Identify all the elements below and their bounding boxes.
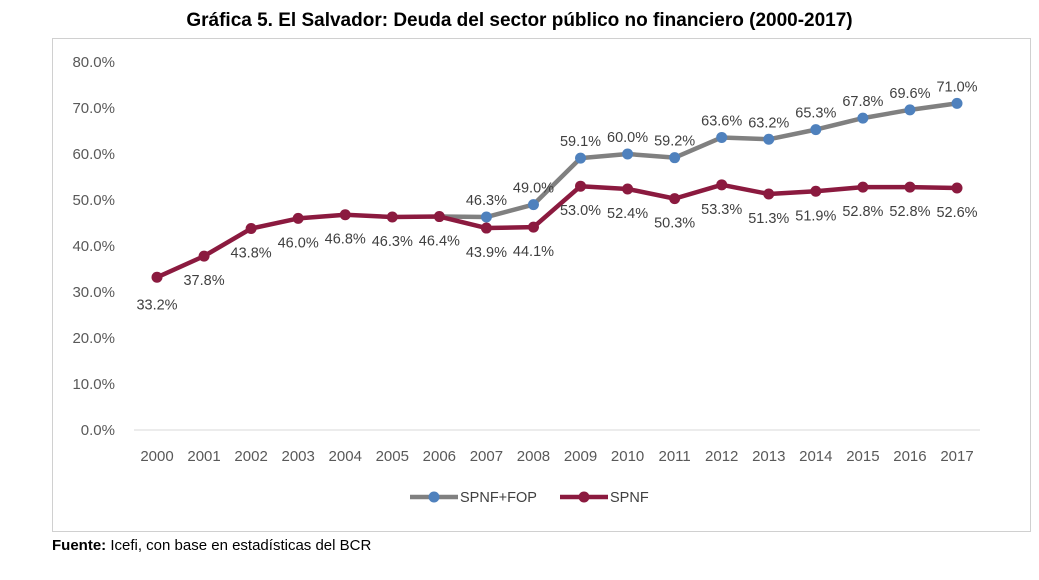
- data-label: 46.3%: [466, 193, 507, 209]
- data-point: [857, 112, 869, 124]
- data-label: 53.3%: [701, 202, 742, 218]
- x-tick-label: 2009: [564, 448, 597, 465]
- x-tick-label: 2006: [423, 448, 456, 465]
- x-tick-label: 2010: [611, 448, 644, 465]
- x-tick-label: 2017: [940, 448, 973, 465]
- data-point: [386, 211, 398, 223]
- data-label: 71.0%: [936, 79, 977, 95]
- y-tick-label: 20.0%: [72, 330, 115, 347]
- x-tick-label: 2000: [140, 448, 173, 465]
- y-tick-label: 10.0%: [72, 376, 115, 393]
- data-label: 49.0%: [513, 181, 554, 197]
- data-point: [622, 148, 634, 160]
- chart-frame: [52, 38, 1031, 532]
- data-point: [716, 179, 728, 191]
- series-line-SPNF: [156, 182, 958, 280]
- data-label: 44.1%: [513, 244, 554, 260]
- data-point: [575, 152, 587, 164]
- data-point: [433, 211, 445, 223]
- data-label: 37.8%: [183, 273, 224, 289]
- y-tick-label: 0.0%: [81, 422, 115, 439]
- x-tick-label: 2004: [329, 448, 362, 465]
- data-label: 67.8%: [842, 94, 883, 110]
- source-note: Fuente: Icefi, con base en estadísticas …: [52, 537, 371, 554]
- data-label: 69.6%: [889, 86, 930, 102]
- data-label: 65.3%: [795, 106, 836, 122]
- data-point: [527, 221, 539, 233]
- data-point: [669, 193, 681, 205]
- data-label: 52.6%: [936, 205, 977, 221]
- data-label: 51.9%: [795, 208, 836, 224]
- data-label: 50.3%: [654, 216, 695, 232]
- data-label: 43.9%: [466, 245, 507, 261]
- x-tick-label: 2003: [281, 448, 314, 465]
- x-tick-label: 2007: [470, 448, 503, 465]
- legend-label: SPNF+FOP: [460, 490, 537, 506]
- data-label: 43.8%: [231, 246, 272, 262]
- data-label: 52.8%: [842, 204, 883, 220]
- y-tick-label: 80.0%: [72, 54, 115, 71]
- data-point: [810, 185, 822, 197]
- legend-marker: [428, 491, 440, 503]
- data-label: 46.3%: [372, 234, 413, 250]
- data-label: 33.2%: [136, 297, 177, 313]
- data-point: [480, 222, 492, 234]
- x-tick-label: 2002: [234, 448, 267, 465]
- data-label: 53.0%: [560, 203, 601, 219]
- x-tick-label: 2012: [705, 448, 738, 465]
- data-point: [904, 104, 916, 116]
- data-point: [575, 180, 587, 192]
- chart-title: Gráfica 5. El Salvador: Deuda del sector…: [186, 10, 853, 31]
- data-point: [669, 152, 681, 164]
- data-point: [339, 209, 351, 221]
- data-point: [763, 188, 775, 200]
- data-label: 46.4%: [419, 234, 460, 250]
- legend-label: SPNF: [610, 490, 649, 506]
- data-label: 51.3%: [748, 211, 789, 227]
- data-point: [198, 250, 210, 262]
- data-label: 52.8%: [889, 204, 930, 220]
- data-label: 59.2%: [654, 134, 695, 150]
- data-point: [904, 181, 916, 193]
- y-tick-label: 30.0%: [72, 284, 115, 301]
- data-point: [292, 212, 304, 224]
- data-point: [480, 211, 492, 223]
- data-point: [151, 271, 163, 283]
- data-label: 63.2%: [748, 115, 789, 131]
- data-point: [951, 182, 963, 194]
- x-tick-label: 2001: [187, 448, 220, 465]
- data-point: [857, 181, 869, 193]
- y-tick-label: 60.0%: [72, 146, 115, 163]
- y-tick-label: 50.0%: [72, 192, 115, 209]
- series-line-SPNF+FOP: [439, 101, 958, 220]
- data-label: 63.6%: [701, 113, 742, 129]
- x-tick-label: 2011: [659, 448, 691, 465]
- data-label: 60.0%: [607, 130, 648, 146]
- data-point: [716, 131, 728, 143]
- data-label: 59.1%: [560, 134, 601, 150]
- data-point: [245, 223, 257, 235]
- source-label: Fuente:: [52, 537, 107, 554]
- data-label: 46.0%: [278, 235, 319, 251]
- data-label: 52.4%: [607, 206, 648, 222]
- x-tick-label: 2005: [376, 448, 409, 465]
- source-text: Icefi, con base en estadísticas del BCR: [106, 537, 372, 554]
- x-tick-label: 2014: [799, 448, 832, 465]
- y-tick-label: 40.0%: [72, 238, 115, 255]
- data-point: [527, 199, 539, 211]
- x-tick-label: 2013: [752, 448, 785, 465]
- y-tick-label: 70.0%: [72, 100, 115, 117]
- x-tick-label: 2008: [517, 448, 550, 465]
- x-tick-label: 2015: [846, 448, 879, 465]
- x-tick-label: 2016: [893, 448, 926, 465]
- data-point: [951, 97, 963, 109]
- data-label: 46.8%: [325, 232, 366, 248]
- data-point: [622, 183, 634, 195]
- data-point: [763, 133, 775, 145]
- data-point: [810, 124, 822, 136]
- legend-marker: [578, 491, 590, 503]
